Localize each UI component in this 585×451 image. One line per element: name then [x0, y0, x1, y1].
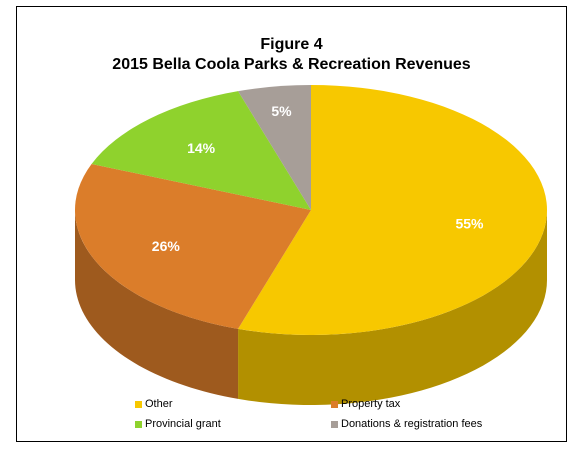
legend-swatch-donations	[331, 420, 338, 428]
chart-title: Figure 4	[260, 36, 323, 53]
legend-swatch-provincial-grant	[135, 420, 142, 428]
pie-side-other	[238, 210, 547, 405]
pie-label-provincial-grant: 14%	[187, 140, 216, 156]
pie-label-property-tax: 26%	[152, 238, 181, 254]
legend-swatch-property-tax	[331, 400, 338, 408]
legend-item-provincial-grant: Provincial grant	[135, 418, 221, 430]
legend-label-provincial-grant: Provincial grant	[145, 418, 221, 430]
legend-label-donations: Donations & registration fees	[341, 418, 483, 430]
pie-side-property-tax	[75, 210, 239, 399]
pie-slice-donations-registration-fees	[238, 85, 311, 210]
pie-label-donations-registration-fees: 5%	[271, 103, 292, 119]
pie-slice-provincial-grant	[91, 91, 311, 210]
pie-slice-other	[238, 84, 548, 335]
legend-swatch-other	[135, 400, 142, 408]
legend-label-property-tax: Property tax	[341, 398, 401, 410]
legend-item-property-tax: Property tax	[331, 398, 400, 410]
chart-subtitle: 2015 Bella Coola Parks & Recreation Reve…	[112, 56, 471, 73]
legend-item-other: Other	[135, 398, 173, 410]
pie-slice-property-tax	[74, 163, 311, 329]
pie-label-other: 55%	[455, 215, 484, 231]
legend-label-other: Other	[145, 398, 173, 410]
legend-item-donations: Donations & registration fees	[331, 418, 482, 430]
